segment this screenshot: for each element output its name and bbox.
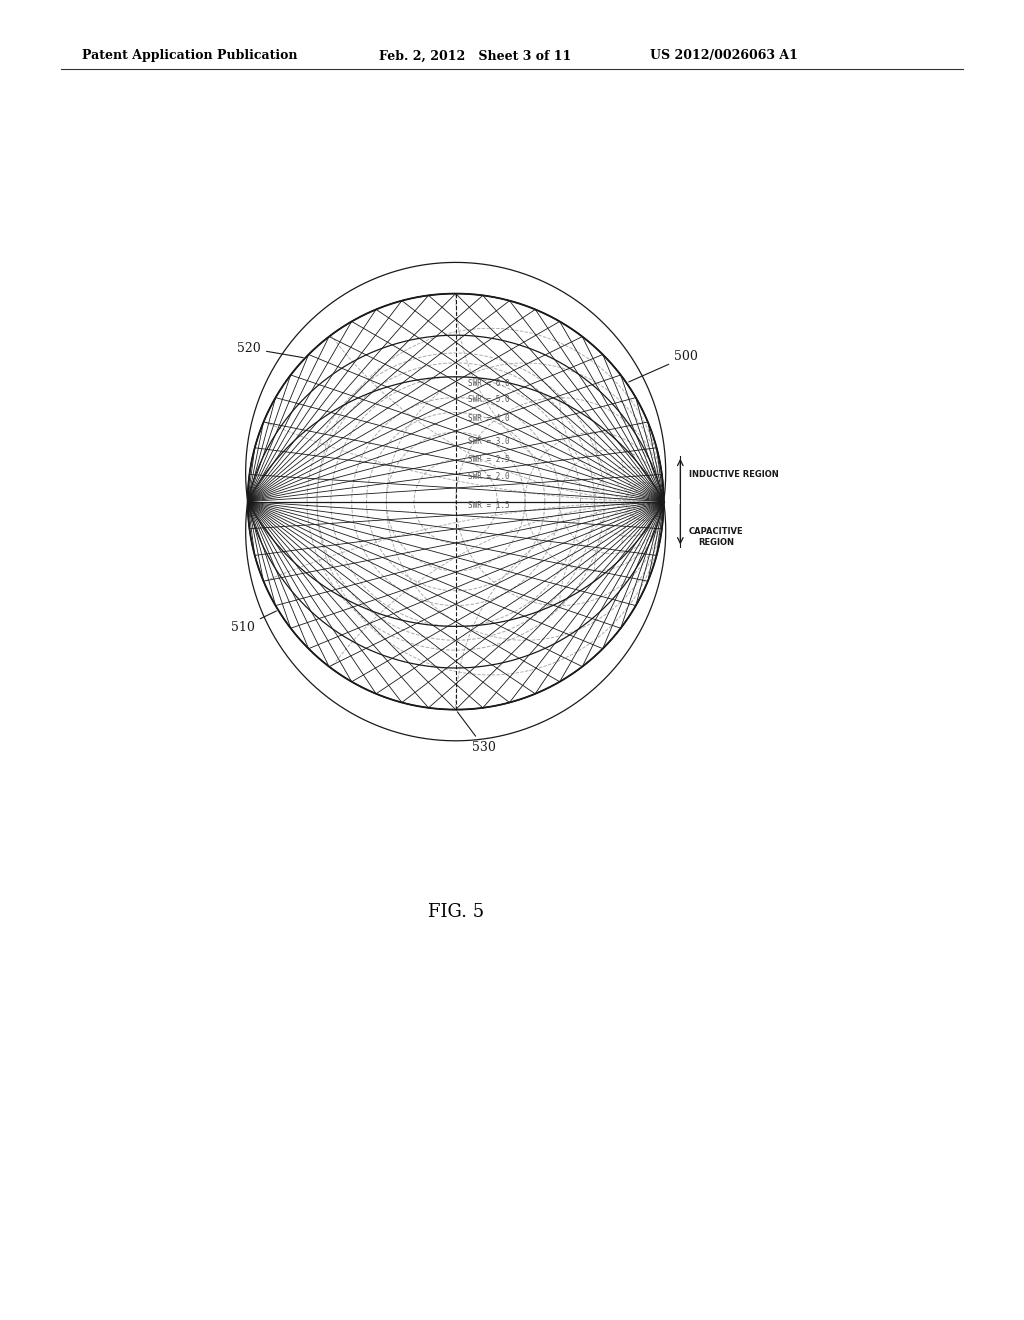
Text: Feb. 2, 2012   Sheet 3 of 11: Feb. 2, 2012 Sheet 3 of 11 bbox=[379, 49, 571, 62]
Text: FIG. 5: FIG. 5 bbox=[428, 903, 483, 921]
Text: US 2012/0026063 A1: US 2012/0026063 A1 bbox=[650, 49, 798, 62]
Text: SWR = 5.0: SWR = 5.0 bbox=[468, 395, 510, 404]
Text: CAPACITIVE
REGION: CAPACITIVE REGION bbox=[689, 527, 743, 546]
Text: 530: 530 bbox=[458, 711, 497, 754]
Text: SWR = 4.0: SWR = 4.0 bbox=[468, 414, 510, 422]
Text: 520: 520 bbox=[238, 342, 303, 358]
Text: 500: 500 bbox=[629, 350, 698, 381]
Text: SWR = 3.0: SWR = 3.0 bbox=[468, 437, 510, 446]
Text: SWR = 2.0: SWR = 2.0 bbox=[468, 473, 510, 480]
Text: INDUCTIVE REGION: INDUCTIVE REGION bbox=[689, 470, 778, 479]
Text: SWR = 6.0: SWR = 6.0 bbox=[468, 379, 510, 388]
Text: SWR = 2.5: SWR = 2.5 bbox=[468, 455, 510, 465]
Text: Patent Application Publication: Patent Application Publication bbox=[82, 49, 297, 62]
Text: 510: 510 bbox=[231, 611, 276, 634]
Text: SWR = 1.5: SWR = 1.5 bbox=[468, 502, 510, 511]
